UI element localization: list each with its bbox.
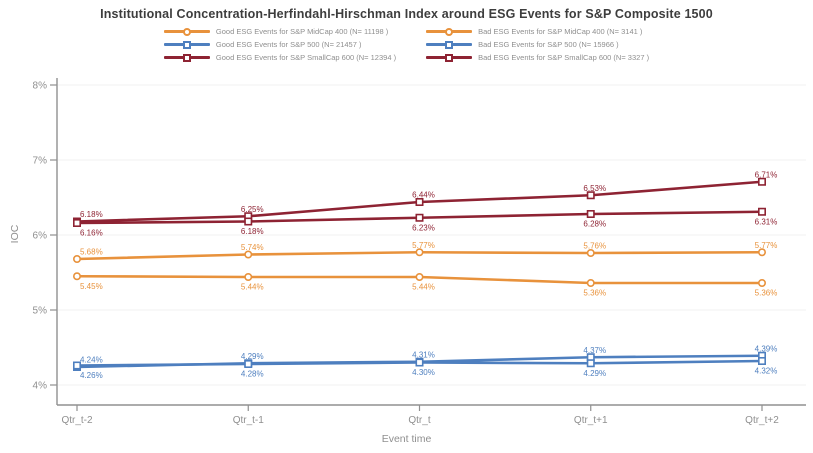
legend-swatch — [426, 39, 473, 50]
legend-marker-icon — [445, 27, 454, 36]
data-point-marker — [73, 219, 82, 228]
legend-marker-icon — [445, 40, 454, 49]
legend-item: Good ESG Events for S&P MidCap 400 (N= 1… — [163, 26, 396, 37]
data-point-label: 4.24% — [80, 356, 103, 365]
y-tick-label: 8% — [33, 81, 48, 92]
legend-swatch — [426, 26, 473, 37]
data-point-marker — [415, 273, 424, 282]
data-point-label: 6.16% — [80, 229, 103, 238]
data-point-label: 6.18% — [80, 210, 103, 219]
legend-marker-icon — [182, 27, 191, 36]
data-point-marker — [415, 213, 424, 222]
x-tick-label: Qtr_t-1 — [233, 415, 265, 426]
data-point-label: 6.71% — [755, 170, 778, 179]
data-point-marker — [415, 198, 424, 207]
y-tick-label: 6% — [33, 231, 48, 242]
legend-item: Bad ESG Events for S&P SmallCap 600 (N= … — [426, 52, 649, 63]
legend-item: Good ESG Events for S&P 500 (N= 21457 ) — [163, 39, 396, 50]
data-point-marker — [244, 273, 253, 282]
data-point-marker — [73, 255, 82, 264]
data-point-label: 6.28% — [583, 220, 606, 229]
legend-item-label: Bad ESG Events for S&P MidCap 400 (N= 31… — [478, 27, 643, 36]
y-tick-label: 5% — [33, 306, 48, 317]
data-point-marker — [757, 279, 766, 288]
data-point-label: 5.36% — [755, 289, 778, 298]
data-point-marker — [757, 248, 766, 257]
data-point-label: 5.77% — [755, 241, 778, 250]
data-point-marker — [586, 210, 595, 219]
data-point-label: 5.45% — [80, 282, 103, 291]
data-point-marker — [415, 358, 424, 367]
data-point-label: 4.39% — [755, 344, 778, 353]
data-point-label: 6.31% — [755, 217, 778, 226]
data-point-label: 5.74% — [241, 243, 264, 252]
data-point-label: 6.25% — [241, 205, 264, 214]
data-point-marker — [586, 279, 595, 288]
x-tick-label: Qtr_t+1 — [574, 415, 608, 426]
data-point-marker — [586, 359, 595, 368]
legend-marker-icon — [182, 40, 191, 49]
data-point-marker — [244, 359, 253, 368]
data-point-marker — [244, 217, 253, 226]
data-point-marker — [586, 249, 595, 258]
legend-marker-icon — [182, 53, 191, 62]
data-point-label: 5.44% — [412, 283, 435, 292]
y-tick-label: 7% — [33, 156, 48, 167]
data-point-label: 4.26% — [80, 371, 103, 380]
y-tick-label: 4% — [33, 381, 48, 392]
legend-item-label: Bad ESG Events for S&P 500 (N= 15966 ) — [478, 40, 619, 49]
legend-marker-icon — [445, 53, 454, 62]
data-point-label: 5.44% — [241, 283, 264, 292]
legend-grid: Good ESG Events for S&P MidCap 400 (N= 1… — [163, 26, 649, 63]
legend-swatch — [163, 26, 210, 37]
legend-swatch — [163, 52, 210, 63]
legend-item-label: Good ESG Events for S&P 500 (N= 21457 ) — [215, 40, 362, 49]
data-point-label: 5.76% — [583, 242, 606, 251]
data-point-marker — [73, 272, 82, 281]
data-point-label: 5.68% — [80, 248, 103, 257]
legend-swatch — [163, 39, 210, 50]
data-point-label: 4.32% — [755, 367, 778, 376]
x-tick-label: Qtr_t — [408, 415, 430, 426]
data-point-label: 4.29% — [583, 369, 606, 378]
x-axis-title: Event time — [381, 433, 432, 445]
data-point-marker — [415, 248, 424, 257]
data-point-label: 6.23% — [412, 223, 435, 232]
legend-item: Bad ESG Events for S&P 500 (N= 15966 ) — [426, 39, 649, 50]
x-tick-label: Qtr_t+2 — [745, 415, 779, 426]
data-point-marker — [244, 250, 253, 259]
data-point-label: 4.31% — [412, 350, 435, 359]
chart-title: Institutional Concentration-Herfindahl-H… — [100, 7, 713, 21]
data-point-label: 6.44% — [412, 191, 435, 200]
legend-item-label: Good ESG Events for S&P SmallCap 600 (N=… — [215, 53, 397, 62]
line-chart-plot-area: 4% 5% 6% 7% 8% Qtr_t-2 Qtr_t-1 Qtr_t Qtr_t+1 Qtr_… — [33, 78, 806, 426]
data-point-label: 5.77% — [412, 241, 435, 250]
legend-item: Good ESG Events for S&P SmallCap 600 (N=… — [163, 52, 397, 63]
legend: Good ESG Events for S&P MidCap 400 (N= 1… — [0, 26, 813, 63]
y-axis-title: IOC — [9, 224, 21, 244]
data-point-label: 6.18% — [241, 227, 264, 236]
data-point-label: 4.28% — [241, 370, 264, 379]
legend-item-label: Bad ESG Events for S&P SmallCap 600 (N= … — [478, 53, 650, 62]
data-point-marker — [757, 177, 766, 186]
legend-item-label: Good ESG Events for S&P MidCap 400 (N= 1… — [215, 27, 389, 36]
legend-swatch — [426, 52, 473, 63]
data-point-label: 5.36% — [583, 289, 606, 298]
data-point-label: 6.53% — [583, 184, 606, 193]
data-point-marker — [586, 191, 595, 200]
x-tick-label: Qtr_t-2 — [61, 415, 93, 426]
data-point-marker — [757, 356, 766, 365]
data-point-label: 4.37% — [583, 346, 606, 355]
legend-item: Bad ESG Events for S&P MidCap 400 (N= 31… — [426, 26, 649, 37]
data-point-marker — [73, 361, 82, 370]
data-point-label: 4.30% — [412, 368, 435, 377]
data-point-label: 4.29% — [241, 352, 264, 361]
data-point-marker — [757, 207, 766, 216]
